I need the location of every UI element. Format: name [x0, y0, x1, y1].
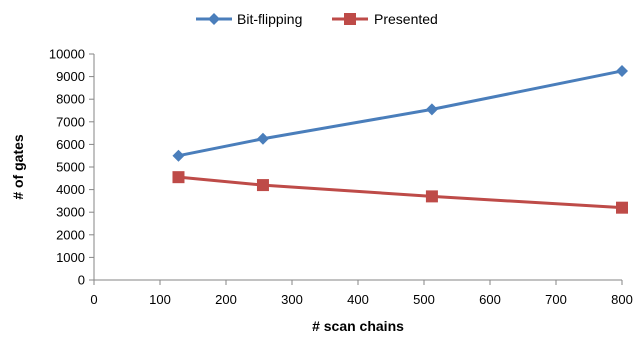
series-layer [172, 64, 628, 214]
x-tick-label: 300 [281, 292, 303, 307]
y-axis-title: # of gates [10, 134, 26, 200]
x-tick-label: 800 [611, 292, 633, 307]
data-point-bit-flipping [256, 132, 269, 145]
legend-item-presented: Presented [332, 11, 438, 27]
data-point-presented [425, 190, 438, 203]
data-point-bit-flipping [172, 149, 185, 162]
y-tick-label: 2000 [56, 227, 85, 242]
legend-marker-bit-flipping [208, 13, 220, 25]
x-tick-label: 500 [413, 292, 435, 307]
legend-item-bit-flipping: Bit-flipping [196, 11, 302, 27]
y-tick-label: 6000 [56, 137, 85, 152]
legend-label-bit-flipping: Bit-flipping [237, 11, 302, 27]
data-point-bit-flipping [425, 103, 438, 116]
data-point-presented [616, 201, 628, 214]
x-tick-label: 400 [347, 292, 369, 307]
y-axis-ticks: 0 1000 2000 3000 4000 5000 6000 7000 8000 9000 100… [49, 47, 94, 288]
legend-marker-presented [344, 13, 356, 25]
y-tick-label: 10000 [49, 47, 85, 62]
y-tick-label: 0 [78, 273, 85, 288]
y-tick-label: 8000 [56, 92, 85, 107]
x-tick-label: 200 [215, 292, 237, 307]
x-axis-title: # scan chains [312, 318, 404, 334]
y-tick-label: 3000 [56, 205, 85, 220]
y-tick-label: 9000 [56, 69, 85, 84]
legend-label-presented: Presented [374, 11, 438, 27]
series-bit-flipping [172, 64, 628, 162]
y-tick-label: 4000 [56, 182, 85, 197]
legend: Bit-flipping Presented [196, 11, 438, 27]
data-point-presented [256, 179, 269, 192]
y-tick-label: 1000 [56, 250, 85, 265]
x-tick-label: 100 [149, 292, 171, 307]
series-line-bit-flipping [178, 69, 623, 158]
series-presented [172, 171, 628, 214]
y-tick-label: 7000 [56, 114, 85, 129]
data-point-presented [172, 171, 185, 184]
x-axis-ticks: 0 100 200 300 400 500 600 700 800 [90, 280, 633, 307]
series-line-presented [178, 175, 623, 210]
x-tick-label: 600 [479, 292, 501, 307]
data-point-bit-flipping [616, 64, 628, 77]
x-tick-label: 700 [545, 292, 567, 307]
x-tick-label: 0 [90, 292, 97, 307]
y-tick-label: 5000 [56, 160, 85, 175]
